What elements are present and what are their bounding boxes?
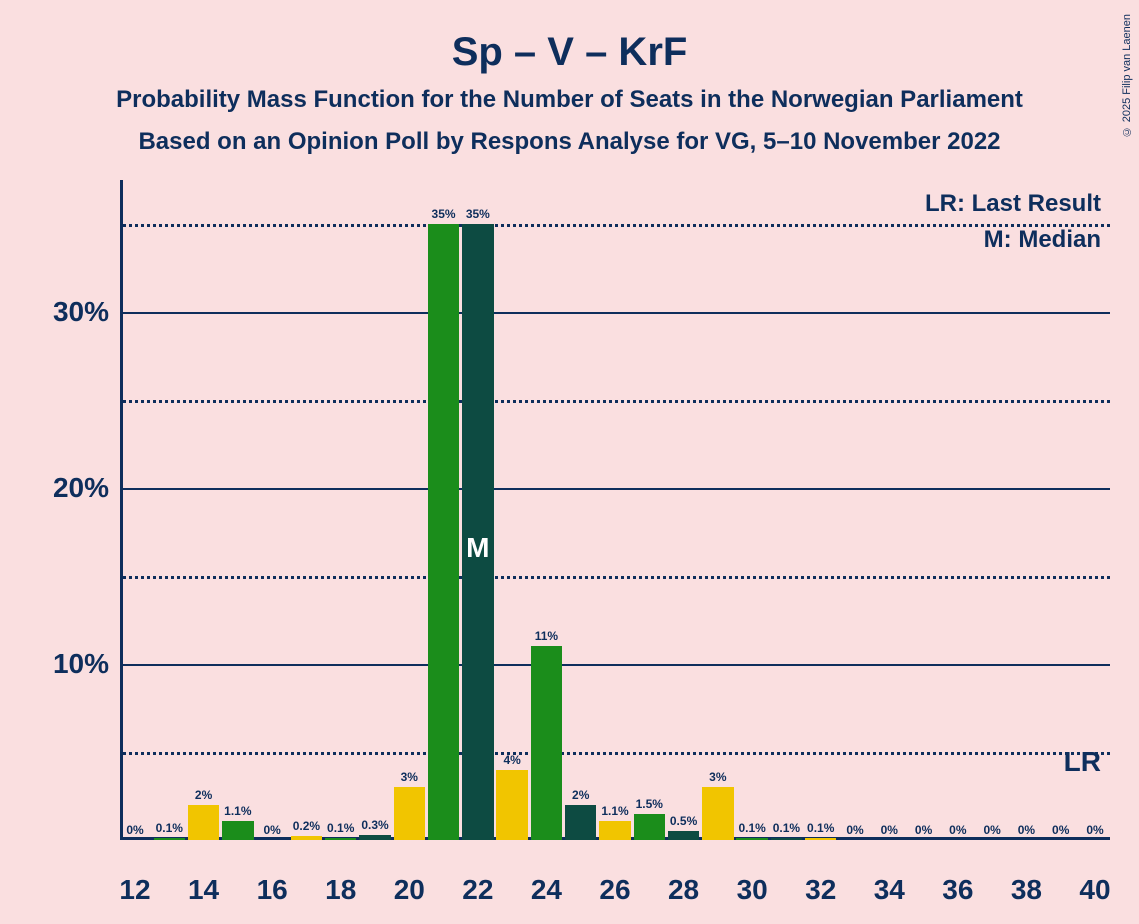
- bar: [428, 224, 460, 840]
- gridline-major: [123, 664, 1110, 666]
- gridline-minor: [123, 400, 1110, 403]
- bar-value-label: 0%: [949, 823, 966, 837]
- bar: [325, 838, 357, 840]
- median-marker: M: [466, 532, 489, 564]
- bar-value-label: 4%: [503, 753, 520, 767]
- x-tick-label: 12: [105, 874, 165, 906]
- bar: [154, 838, 186, 840]
- chart-subtitle-line2: Based on an Opinion Poll by Respons Anal…: [0, 128, 1139, 156]
- y-tick-label: 20%: [29, 472, 109, 504]
- bar: [188, 805, 220, 840]
- bar-value-label: 0%: [983, 823, 1000, 837]
- bar-value-label: 35%: [432, 207, 456, 221]
- bar-value-label: 1.5%: [636, 797, 663, 811]
- y-tick-label: 10%: [29, 648, 109, 680]
- x-tick-label: 24: [516, 874, 576, 906]
- x-tick-label: 36: [928, 874, 988, 906]
- x-tick-label: 18: [311, 874, 371, 906]
- x-tick-label: 28: [654, 874, 714, 906]
- bar-value-label: 11%: [535, 629, 558, 643]
- gridline-major: [123, 312, 1110, 314]
- bar-value-label: 0%: [881, 823, 898, 837]
- bar: [531, 646, 563, 840]
- bar-value-label: 1.1%: [224, 804, 251, 818]
- x-tick-label: 16: [242, 874, 302, 906]
- bar-value-label: 0%: [846, 823, 863, 837]
- y-axis: [120, 180, 123, 840]
- chart-subtitle-line1: Probability Mass Function for the Number…: [0, 86, 1139, 114]
- bar-value-label: 0%: [126, 823, 143, 837]
- x-tick-label: 32: [791, 874, 851, 906]
- bar: [222, 821, 254, 840]
- bar: [771, 838, 803, 840]
- gridline-minor: [123, 576, 1110, 579]
- bar: [668, 831, 700, 840]
- bar-value-label: 0%: [263, 823, 280, 837]
- bar: [805, 838, 837, 840]
- plot-area: [120, 180, 1110, 840]
- bar-value-label: 0.1%: [738, 821, 765, 835]
- x-tick-label: 22: [448, 874, 508, 906]
- bar: [291, 836, 323, 840]
- bar-value-label: 0.1%: [807, 821, 834, 835]
- bar: [565, 805, 597, 840]
- gridline-minor: [123, 224, 1110, 227]
- bar: [599, 821, 631, 840]
- bar: [394, 787, 426, 840]
- lr-marker: LR: [1064, 746, 1101, 778]
- x-tick-label: 34: [859, 874, 919, 906]
- bar-value-label: 0%: [1018, 823, 1035, 837]
- bar-value-label: 3%: [401, 770, 418, 784]
- x-tick-label: 40: [1065, 874, 1125, 906]
- gridline-major: [123, 488, 1110, 490]
- bar: [359, 835, 391, 840]
- gridline-minor: [123, 752, 1110, 755]
- bar-value-label: 0.5%: [670, 814, 697, 828]
- chart-title: Sp – V – KrF: [0, 30, 1139, 75]
- bar-value-label: 0.3%: [361, 818, 388, 832]
- bar-value-label: 0%: [1052, 823, 1069, 837]
- bar-value-label: 2%: [195, 788, 212, 802]
- bar: [634, 814, 666, 840]
- x-tick-label: 14: [174, 874, 234, 906]
- bar-value-label: 35%: [466, 207, 490, 221]
- bar: [702, 787, 734, 840]
- bar-value-label: 0%: [1086, 823, 1103, 837]
- bar-value-label: 3%: [709, 770, 726, 784]
- bar: [736, 838, 768, 840]
- bar-value-label: 0.1%: [773, 821, 800, 835]
- x-tick-label: 30: [722, 874, 782, 906]
- bar-value-label: 0.1%: [327, 821, 354, 835]
- x-tick-label: 38: [996, 874, 1056, 906]
- bar-value-label: 1.1%: [601, 804, 628, 818]
- bar: [496, 770, 528, 840]
- bar-value-label: 2%: [572, 788, 589, 802]
- bar-value-label: 0%: [915, 823, 932, 837]
- bar-value-label: 0.1%: [156, 821, 183, 835]
- x-tick-label: 26: [585, 874, 645, 906]
- bar-value-label: 0.2%: [293, 819, 320, 833]
- y-tick-label: 30%: [29, 296, 109, 328]
- x-tick-label: 20: [379, 874, 439, 906]
